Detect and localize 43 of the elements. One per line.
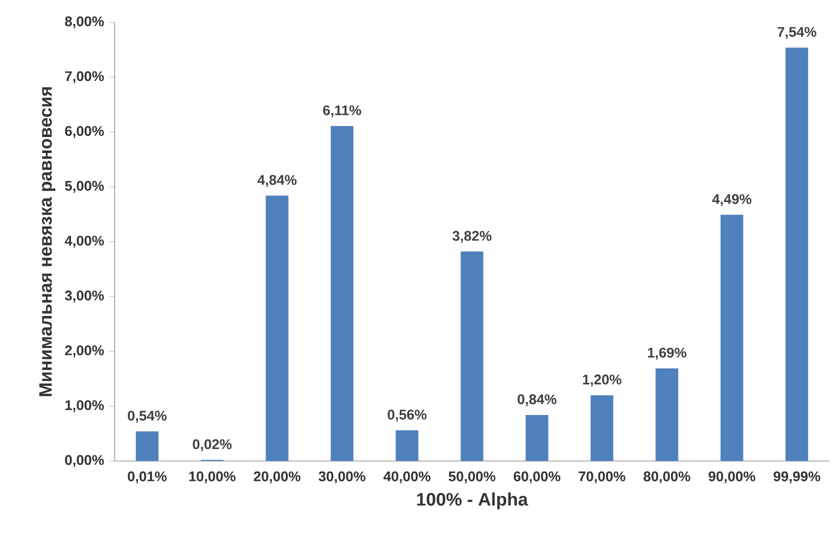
bar [656, 368, 678, 462]
x-tick-label: 10,00% [189, 471, 236, 484]
data-label: 3,82% [452, 230, 492, 243]
bar [396, 430, 418, 462]
data-label: 7,54% [778, 26, 816, 39]
bar [786, 48, 808, 462]
data-label: 4,49% [712, 194, 752, 206]
data-label: 6,11% [323, 105, 362, 118]
y-tick-label: 8,00% [65, 16, 104, 28]
x-tick-label: 30,00% [318, 471, 366, 484]
x-tick-label: 20,00% [254, 471, 300, 484]
x-tick-label: 40,00% [384, 471, 430, 484]
data-label: 1,69% [648, 348, 686, 360]
y-tick-label: 5,00% [65, 180, 104, 193]
x-tick-label: 80,00% [644, 471, 690, 484]
data-label: 0,02% [192, 439, 232, 452]
bar [720, 214, 744, 462]
bar [266, 196, 288, 462]
y-axis-title: Минимальная невязка равновесия [39, 87, 56, 396]
x-tick-label: 90,00% [708, 471, 756, 484]
y-tick-label: 6,00% [65, 126, 104, 138]
y-tick-label: 7,00% [65, 71, 104, 84]
bar [460, 252, 484, 462]
data-label: 1,20% [582, 374, 622, 386]
x-tick-label: 99,99% [774, 471, 820, 484]
x-tick-label: 60,00% [514, 471, 560, 484]
bar [526, 414, 548, 462]
y-tick-label: 4,00% [64, 236, 104, 248]
x-axis-title: 100% - Alpha [417, 492, 528, 510]
y-tick-label: 3,00% [64, 290, 104, 302]
bar [590, 395, 614, 462]
data-label: 0,56% [388, 410, 426, 422]
bar [136, 431, 158, 462]
data-label: 0,54% [128, 410, 167, 423]
y-tick-label: 2,00% [65, 345, 104, 358]
x-tick-label: 0,01% [128, 471, 167, 484]
x-tick-label: 50,00% [448, 471, 496, 484]
data-label: 0,84% [518, 394, 556, 406]
data-label: 4,84% [257, 174, 297, 187]
x-tick-label: 70,00% [578, 471, 626, 484]
bar [330, 126, 354, 462]
y-tick-label: 0,00% [65, 455, 104, 467]
y-tick-label: 1,00% [65, 400, 104, 412]
